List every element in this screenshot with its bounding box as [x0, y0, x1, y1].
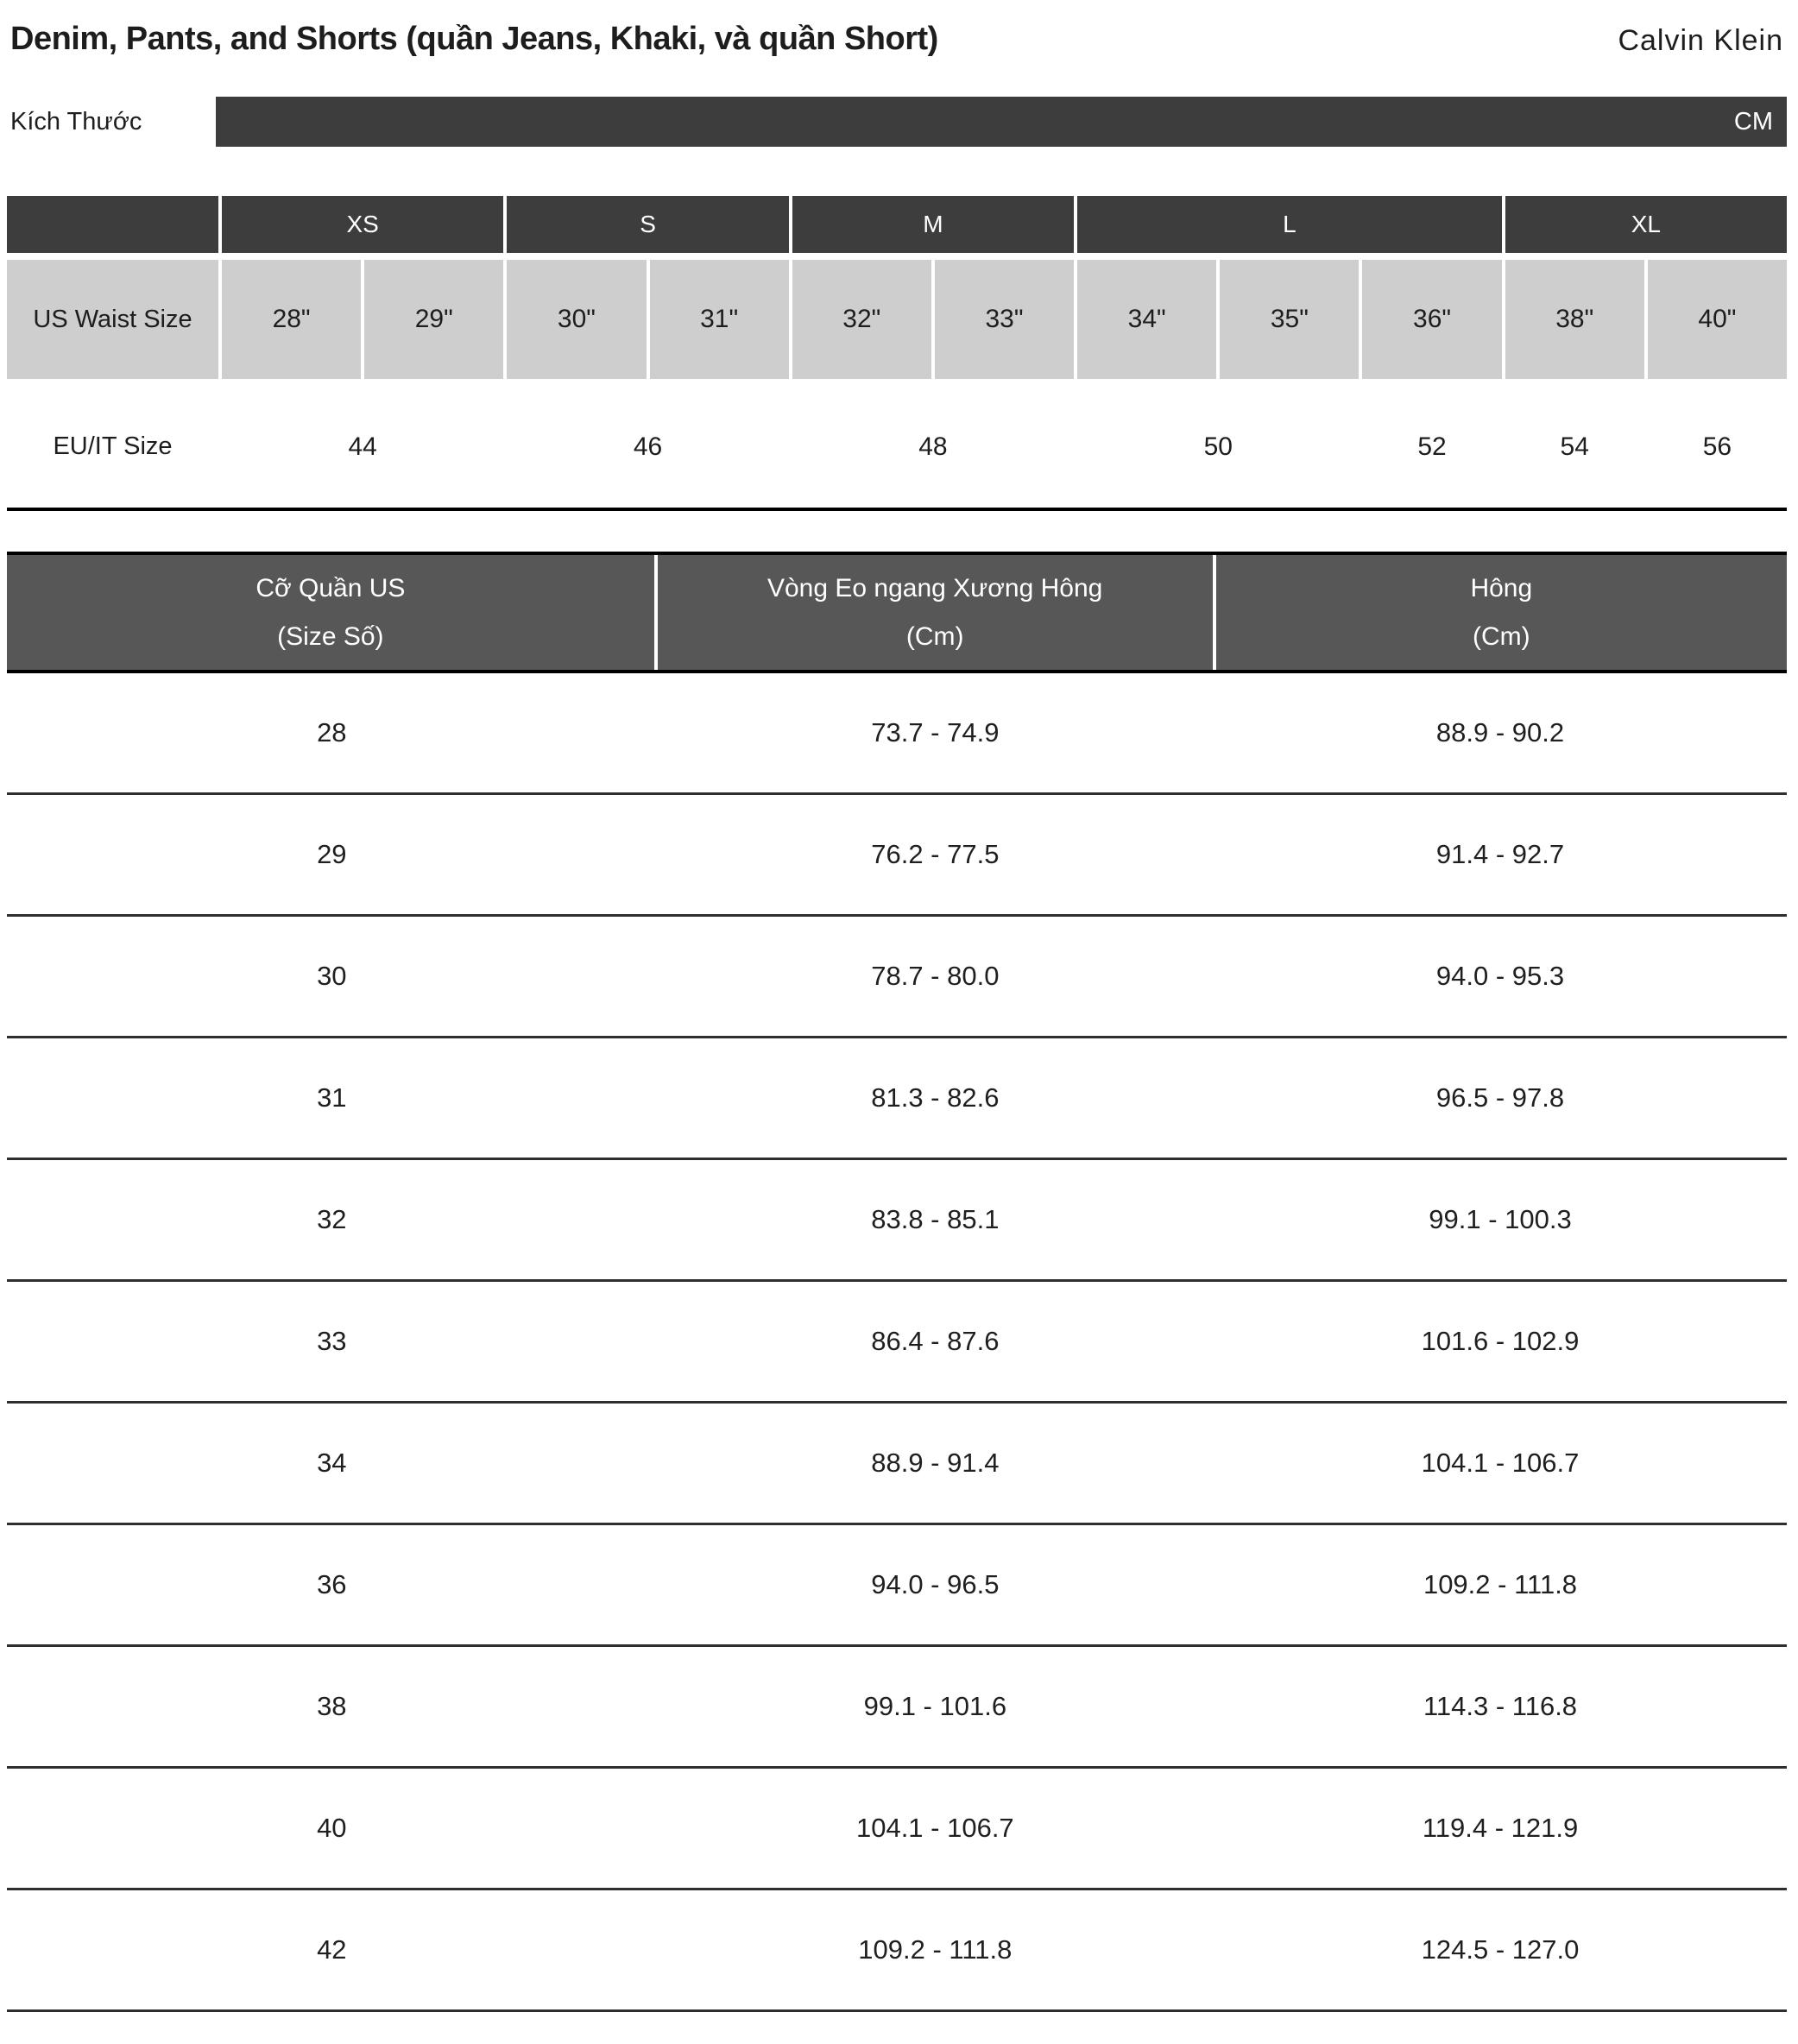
- us-waist-size-cell: 29": [364, 260, 504, 379]
- measurement-size-cell: 28: [317, 717, 347, 748]
- measurement-row: 40 104.1 - 106.7 119.4 - 121.9: [7, 1769, 1787, 1890]
- size-group-s: S: [507, 196, 789, 253]
- size-group-l: L: [1077, 196, 1502, 253]
- column-header-size-line1: Cỡ Quần US: [256, 573, 406, 602]
- us-waist-row: US Waist Size 28" 29" 30" 31" 32" 33" 34" 35" 36…: [7, 260, 1787, 379]
- eu-size-cell: 56: [1647, 386, 1787, 508]
- measurement-waist-cell: 94.0 - 96.5: [871, 1569, 1000, 1599]
- eu-size-row: EU/IT Size 44 46 48 50 52 54 56: [7, 386, 1787, 508]
- measurement-hip-cell: 96.5 - 97.8: [1435, 1082, 1565, 1113]
- measurement-row: 28 73.7 - 74.9 88.9 - 90.2: [7, 673, 1787, 795]
- size-group-xl: XL: [1505, 196, 1787, 253]
- us-waist-size-cell: 40": [1647, 260, 1787, 379]
- column-header-waist: Vòng Eo ngang Xương Hông (Cm): [657, 555, 1213, 670]
- measurement-waist-cell: 99.1 - 101.6: [863, 1691, 1007, 1721]
- page-title: Denim, Pants, and Shorts (quần Jeans, Kh…: [10, 21, 938, 57]
- column-header-waist-line1: Vòng Eo ngang Xương Hông: [767, 573, 1103, 602]
- measurement-waist-cell: 78.7 - 80.0: [871, 961, 1000, 991]
- measurement-row: 38 99.1 - 101.6 114.3 - 116.8: [7, 1647, 1787, 1769]
- measurement-size-cell: 30: [317, 961, 347, 991]
- us-waist-row-label: US Waist Size: [7, 260, 218, 379]
- measurement-hip-cell: 114.3 - 116.8: [1423, 1691, 1578, 1721]
- measurement-hip-cell: 101.6 - 102.9: [1421, 1326, 1580, 1356]
- measurement-hip-cell: 104.1 - 106.7: [1421, 1448, 1580, 1478]
- measurement-row: 31 81.3 - 82.6 96.5 - 97.8: [7, 1038, 1787, 1160]
- measurement-row: 29 76.2 - 77.5 91.4 - 92.7: [7, 795, 1787, 917]
- us-waist-size-cell: 28": [222, 260, 362, 379]
- measurement-row: 32 83.8 - 85.1 99.1 - 100.3: [7, 1160, 1787, 1282]
- measurement-size-cell: 40: [317, 1813, 347, 1843]
- us-waist-size-cell: 36": [1362, 260, 1502, 379]
- page-header: Denim, Pants, and Shorts (quần Jeans, Kh…: [7, 0, 1787, 97]
- measurement-row: 42 109.2 - 111.8 124.5 - 127.0: [7, 1890, 1787, 2012]
- measurement-table-body: 28 73.7 - 74.9 88.9 - 90.2 29 76.2 - 77.5 91.…: [7, 673, 1787, 2012]
- measurement-size-cell: 36: [317, 1569, 347, 1599]
- column-header-hip: Hông (Cm): [1215, 555, 1787, 670]
- measurement-waist-cell: 81.3 - 82.6: [871, 1082, 1000, 1113]
- us-waist-size-cell: 32": [792, 260, 931, 379]
- measurement-hip-cell: 99.1 - 100.3: [1429, 1204, 1572, 1234]
- measurement-waist-cell: 86.4 - 87.6: [871, 1326, 1000, 1356]
- eu-size-cell: 48: [792, 386, 1075, 508]
- measurement-row: 30 78.7 - 80.0 94.0 - 95.3: [7, 917, 1787, 1038]
- measurement-size-cell: 42: [317, 1934, 347, 1965]
- measurement-hip-cell: 94.0 - 95.3: [1435, 961, 1565, 991]
- measurement-size-cell: 29: [317, 839, 347, 869]
- unit-bar-row: Kích Thước CM: [7, 97, 1787, 147]
- eu-size-cell: 50: [1077, 386, 1360, 508]
- column-header-waist-line2: (Cm): [905, 621, 964, 651]
- us-waist-size-cell: 38": [1505, 260, 1644, 379]
- measurement-size-cell: 32: [317, 1204, 347, 1234]
- size-group-xs: XS: [222, 196, 504, 253]
- measurement-hip-cell: 109.2 - 111.8: [1423, 1569, 1578, 1599]
- eu-size-cell: 54: [1505, 386, 1644, 508]
- measurement-hip-cell: 91.4 - 92.7: [1435, 839, 1565, 869]
- measurement-waist-cell: 109.2 - 111.8: [858, 1934, 1013, 1965]
- column-header-hip-line2: (Cm): [1472, 621, 1530, 651]
- measurement-table-header: Cỡ Quần US (Size Số) Vòng Eo ngang Xương…: [7, 555, 1787, 673]
- column-header-hip-line1: Hông: [1470, 573, 1533, 602]
- measurement-waist-cell: 73.7 - 74.9: [871, 717, 1000, 748]
- column-header-size-line2: (Size Số): [277, 621, 384, 651]
- eu-size-cell: 46: [507, 386, 789, 508]
- unit-value: CM: [1733, 107, 1773, 136]
- measurement-row: 33 86.4 - 87.6 101.6 - 102.9: [7, 1282, 1787, 1404]
- measurement-size-cell: 34: [317, 1448, 347, 1478]
- brand-logo: Calvin Klein: [1618, 24, 1783, 57]
- unit-bar: CM: [216, 97, 1787, 147]
- us-waist-size-cell: 34": [1077, 260, 1217, 379]
- eu-size-row-label: EU/IT Size: [7, 386, 218, 508]
- measurement-waist-cell: 83.8 - 85.1: [871, 1204, 1000, 1234]
- us-waist-size-cell: 30": [507, 260, 647, 379]
- measurement-row: 34 88.9 - 91.4 104.1 - 106.7: [7, 1404, 1787, 1525]
- column-header-size: Cỡ Quần US (Size Số): [7, 555, 654, 670]
- unit-bar-label: Kích Thước: [10, 107, 142, 136]
- measurement-hip-cell: 88.9 - 90.2: [1435, 717, 1565, 748]
- us-waist-size-cell: 35": [1220, 260, 1360, 379]
- measurement-table: Cỡ Quần US (Size Số) Vòng Eo ngang Xương…: [7, 552, 1787, 2012]
- measurement-hip-cell: 124.5 - 127.0: [1421, 1934, 1580, 1965]
- measurement-waist-cell: 88.9 - 91.4: [871, 1448, 1000, 1478]
- measurement-size-cell: 33: [317, 1326, 347, 1356]
- size-conversion-table: XS S M L XL US Waist Size 28" 29" 30" 31" 32" 33"…: [7, 196, 1787, 511]
- us-waist-size-cell: 33": [934, 260, 1075, 379]
- eu-size-cell: 52: [1362, 386, 1502, 508]
- eu-size-cell: 44: [222, 386, 504, 508]
- measurement-size-cell: 38: [317, 1691, 347, 1721]
- table-divider: [7, 508, 1787, 511]
- size-group-spacer: [7, 196, 218, 253]
- measurement-waist-cell: 76.2 - 77.5: [871, 839, 1000, 869]
- us-waist-size-cell: 31": [649, 260, 789, 379]
- size-group-row: XS S M L XL: [7, 196, 1787, 253]
- size-group-m: M: [792, 196, 1075, 253]
- measurement-row: 36 94.0 - 96.5 109.2 - 111.8: [7, 1525, 1787, 1647]
- measurement-waist-cell: 104.1 - 106.7: [855, 1813, 1014, 1843]
- measurement-size-cell: 31: [317, 1082, 347, 1113]
- measurement-hip-cell: 119.4 - 121.9: [1422, 1813, 1579, 1843]
